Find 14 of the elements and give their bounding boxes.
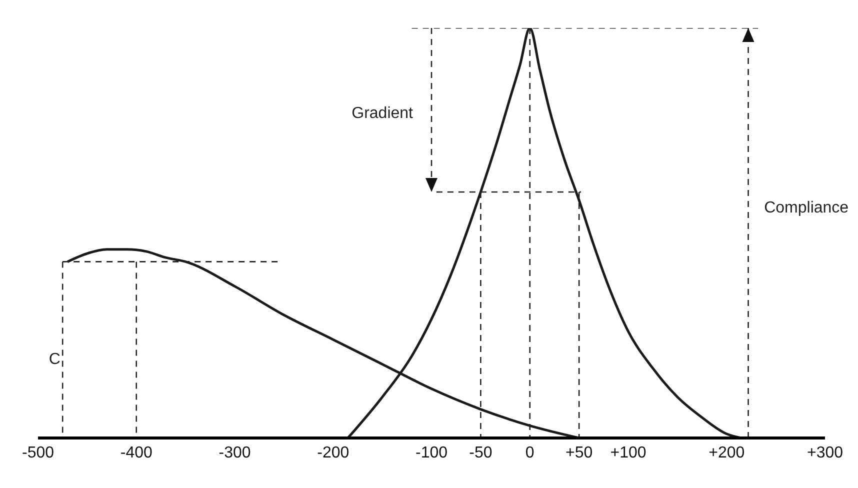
x-tick-label: +200 bbox=[708, 444, 745, 462]
x-tick-label: -400 bbox=[120, 444, 152, 462]
annotation: Compliance bbox=[764, 200, 849, 216]
x-tick-label: -200 bbox=[317, 444, 350, 462]
x-tick-label: +100 bbox=[610, 444, 646, 462]
annotation: C bbox=[48, 351, 60, 368]
x-tick-label: +300 bbox=[806, 444, 844, 462]
x-tick-label: -50 bbox=[469, 444, 492, 462]
x-tick-label: 0 bbox=[525, 444, 534, 462]
annotation: Gradient bbox=[352, 105, 414, 122]
x-tick-label: +50 bbox=[565, 444, 593, 462]
x-tick-label: -300 bbox=[218, 444, 251, 462]
x-tick-label: -500 bbox=[22, 444, 54, 462]
x-tick-label: -100 bbox=[415, 444, 448, 462]
